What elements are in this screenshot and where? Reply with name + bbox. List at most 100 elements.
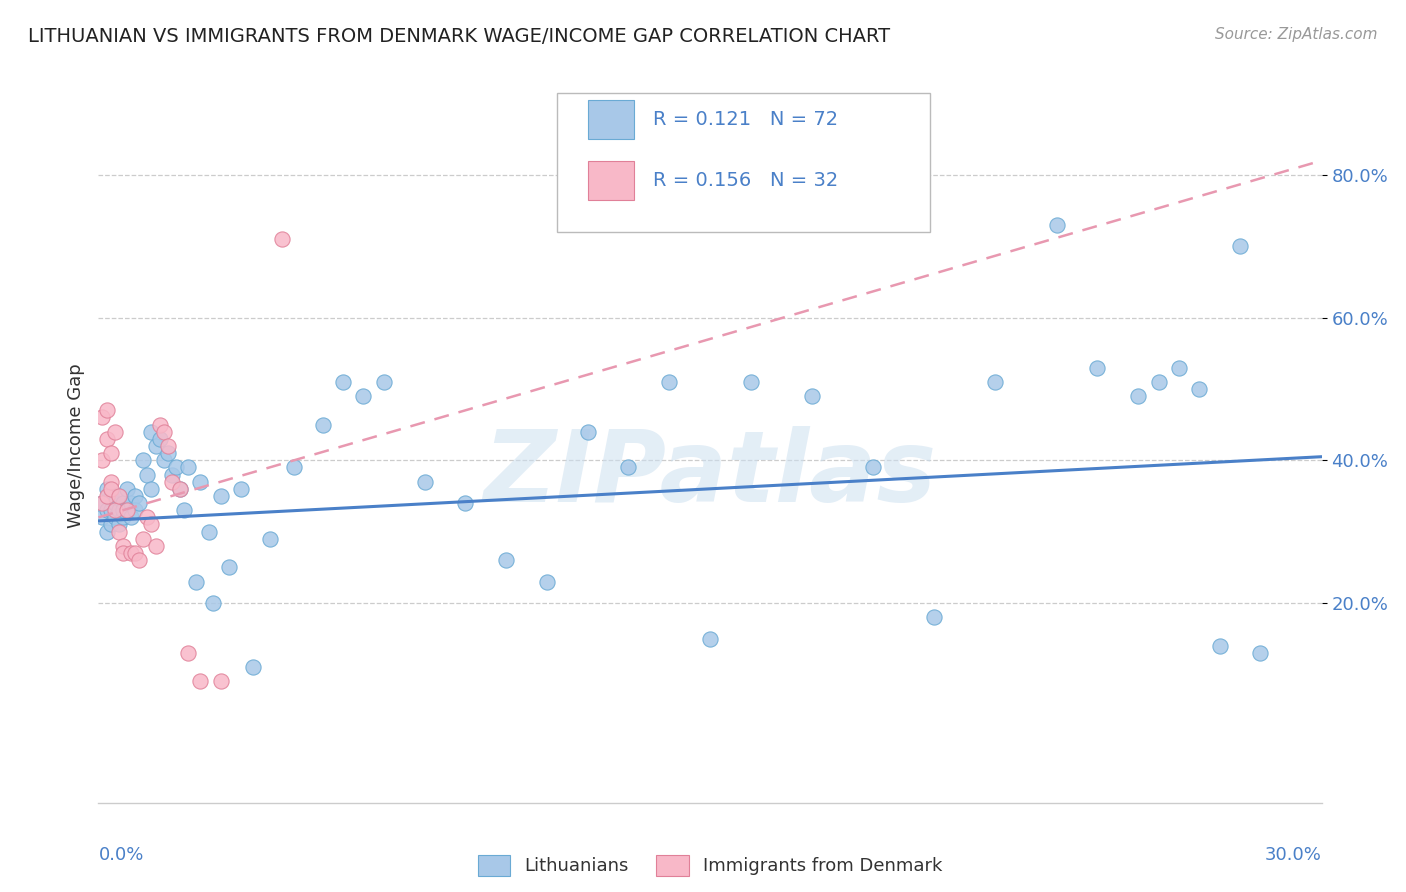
Point [100, 489, 122, 503]
Point [283, 460, 305, 475]
Point [1045, 218, 1069, 232]
Point [96, 432, 118, 446]
Y-axis label: Wage/Income Gap: Wage/Income Gap [66, 364, 84, 528]
Point [209, 674, 232, 689]
Point [165, 460, 187, 475]
Point [96, 403, 118, 417]
Point [242, 660, 264, 674]
Point [100, 482, 122, 496]
Point [984, 375, 1007, 389]
Point [152, 425, 174, 439]
Point [188, 674, 212, 689]
Point [104, 496, 127, 510]
Text: Source: ZipAtlas.com: Source: ZipAtlas.com [1215, 27, 1378, 42]
Point [96, 489, 118, 503]
Point [373, 375, 395, 389]
Point [132, 453, 155, 467]
Point [270, 232, 294, 246]
Text: ZIPatlas: ZIPatlas [484, 426, 936, 523]
Text: R = 0.156   N = 32: R = 0.156 N = 32 [652, 170, 838, 190]
Point [91, 410, 114, 425]
Point [173, 503, 195, 517]
Legend: Lithuanians, Immigrants from Denmark: Lithuanians, Immigrants from Denmark [478, 855, 942, 876]
Point [124, 546, 146, 560]
Point [312, 417, 335, 432]
Point [1085, 360, 1108, 375]
Point [108, 489, 131, 503]
Point [136, 467, 159, 482]
Point [169, 482, 191, 496]
Point [231, 482, 253, 496]
Point [91, 496, 114, 510]
Point [1128, 389, 1150, 403]
Point [413, 475, 436, 489]
Point [169, 482, 191, 496]
Point [454, 496, 477, 510]
Point [149, 432, 172, 446]
Point [259, 532, 281, 546]
Point [1249, 646, 1271, 660]
Point [136, 510, 159, 524]
Point [699, 632, 721, 646]
FancyBboxPatch shape [557, 93, 931, 232]
Point [111, 510, 134, 524]
Point [156, 446, 179, 460]
Point [188, 475, 212, 489]
FancyBboxPatch shape [588, 161, 634, 200]
Point [1209, 639, 1232, 653]
Text: 0.0%: 0.0% [98, 846, 143, 863]
Point [218, 560, 240, 574]
Text: LITHUANIAN VS IMMIGRANTS FROM DENMARK WAGE/INCOME GAP CORRELATION CHART: LITHUANIAN VS IMMIGRANTS FROM DENMARK WA… [28, 27, 890, 45]
Point [740, 375, 762, 389]
Point [141, 482, 163, 496]
Point [1229, 239, 1251, 253]
Point [197, 524, 219, 539]
Point [156, 439, 179, 453]
Point [104, 503, 127, 517]
Point [862, 460, 884, 475]
Point [100, 503, 122, 517]
Point [115, 503, 138, 517]
Text: 30.0%: 30.0% [1265, 846, 1322, 863]
Point [115, 482, 138, 496]
Point [177, 460, 200, 475]
Point [1147, 375, 1170, 389]
Point [100, 517, 122, 532]
Point [495, 553, 517, 567]
Point [111, 546, 134, 560]
Point [108, 517, 131, 532]
Point [576, 425, 599, 439]
Point [108, 524, 131, 539]
Point [111, 496, 134, 510]
Point [922, 610, 945, 624]
Point [120, 496, 142, 510]
Point [124, 503, 146, 517]
Point [100, 446, 122, 460]
Point [1188, 382, 1211, 396]
Point [104, 510, 127, 524]
Point [124, 489, 146, 503]
Point [145, 439, 167, 453]
Point [96, 503, 118, 517]
Point [108, 503, 131, 517]
Point [111, 539, 134, 553]
Point [658, 375, 681, 389]
Point [352, 389, 374, 403]
FancyBboxPatch shape [588, 100, 634, 139]
Point [141, 517, 163, 532]
Point [91, 510, 114, 524]
Point [801, 389, 824, 403]
Point [91, 496, 114, 510]
Point [536, 574, 558, 589]
Point [100, 475, 122, 489]
Point [201, 596, 224, 610]
Point [91, 453, 114, 467]
Point [128, 496, 150, 510]
Point [152, 453, 174, 467]
Point [177, 646, 200, 660]
Point [115, 503, 138, 517]
Point [108, 489, 131, 503]
Point [128, 553, 150, 567]
Point [141, 425, 163, 439]
Point [332, 375, 354, 389]
